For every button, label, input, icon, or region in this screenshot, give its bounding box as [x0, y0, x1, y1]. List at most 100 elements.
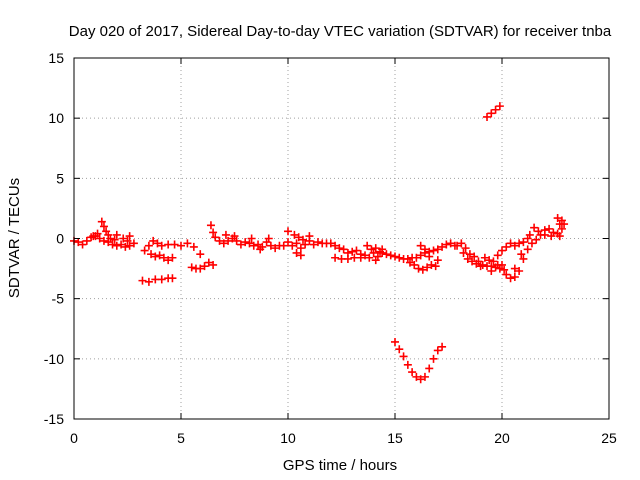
data-point	[232, 236, 241, 245]
data-point	[395, 345, 404, 354]
data-point	[221, 230, 230, 239]
data-point	[301, 240, 310, 249]
data-point	[365, 253, 374, 262]
data-point	[493, 251, 502, 260]
data-point	[78, 240, 87, 249]
data-point	[442, 240, 451, 249]
data-point	[399, 352, 408, 361]
data-point	[74, 238, 83, 247]
data-point	[429, 246, 438, 255]
data-point	[498, 246, 506, 255]
data-point	[256, 245, 265, 254]
data-point	[164, 256, 173, 265]
data-point	[515, 266, 524, 275]
data-point	[405, 258, 414, 267]
data-point	[386, 251, 395, 260]
data-point	[403, 360, 412, 369]
data-point	[410, 260, 419, 269]
data-point	[245, 239, 254, 248]
y-tick-label: 0	[56, 231, 64, 247]
data-point	[200, 262, 209, 271]
data-point	[438, 242, 447, 251]
y-tick-label: -5	[52, 291, 65, 307]
data-point	[331, 241, 340, 250]
data-point	[476, 262, 485, 271]
data-point	[292, 239, 301, 248]
data-point	[408, 368, 417, 377]
x-tick-label: 0	[70, 430, 78, 446]
data-point	[416, 241, 425, 250]
data-point	[140, 246, 149, 255]
data-point	[480, 253, 489, 262]
data-point	[429, 354, 438, 363]
data-point	[108, 240, 117, 249]
data-point	[149, 236, 158, 245]
data-point	[519, 238, 528, 247]
data-point	[555, 232, 564, 241]
data-point	[433, 245, 442, 254]
data-point	[125, 232, 134, 241]
data-point	[309, 240, 318, 249]
data-point	[294, 233, 303, 242]
data-point	[119, 234, 128, 243]
data-point	[391, 337, 399, 346]
data-point	[296, 244, 305, 253]
data-point	[326, 239, 335, 248]
data-point	[420, 372, 429, 381]
axis-ticks: 0 5 10 15 20 25 -15 -10 -5 0 5 10 15	[44, 50, 617, 446]
data-point	[420, 245, 429, 254]
data-point	[348, 247, 357, 256]
data-point	[425, 364, 434, 373]
data-point	[525, 230, 534, 239]
series-tnba	[70, 102, 569, 384]
data-point	[483, 112, 492, 121]
data-point	[540, 230, 549, 239]
x-tick-label: 5	[177, 430, 185, 446]
data-point	[485, 256, 494, 265]
data-point	[463, 254, 472, 263]
y-tick-label: 10	[48, 110, 64, 126]
data-point	[363, 241, 372, 250]
data-point	[553, 214, 562, 223]
data-point	[433, 256, 442, 265]
data-point	[189, 242, 198, 251]
data-point	[168, 274, 177, 283]
data-point	[498, 260, 506, 269]
y-tick-label: 5	[56, 170, 64, 186]
data-point	[356, 253, 365, 262]
data-point	[144, 277, 153, 286]
data-point	[382, 250, 391, 259]
data-point	[395, 253, 404, 262]
data-point	[219, 239, 228, 248]
data-point	[510, 273, 519, 282]
x-tick-label: 20	[494, 430, 510, 446]
data-point	[371, 256, 380, 265]
data-point	[532, 235, 541, 244]
data-point	[305, 232, 314, 241]
data-point	[112, 241, 121, 250]
y-axis-label: SDTVAR / TECUs	[6, 178, 23, 298]
data-point	[292, 248, 301, 257]
data-point	[427, 260, 436, 269]
data-point	[271, 244, 280, 253]
data-point	[495, 102, 504, 111]
data-point	[418, 265, 427, 274]
data-point	[187, 263, 196, 272]
data-point	[230, 232, 239, 241]
data-point	[144, 241, 153, 250]
data-point	[371, 244, 380, 253]
data-point	[89, 232, 98, 241]
data-point	[147, 250, 156, 259]
data-point	[557, 224, 566, 233]
data-point	[284, 238, 292, 247]
data-point	[545, 224, 554, 233]
data-point	[112, 230, 121, 239]
data-point	[157, 241, 166, 250]
x-axis-label: GPS time / hours	[283, 457, 397, 474]
data-point	[530, 223, 539, 232]
data-point	[352, 246, 361, 255]
data-point	[361, 251, 370, 260]
x-tick-label: 10	[280, 430, 296, 446]
data-point	[416, 251, 425, 260]
data-point	[423, 263, 432, 272]
